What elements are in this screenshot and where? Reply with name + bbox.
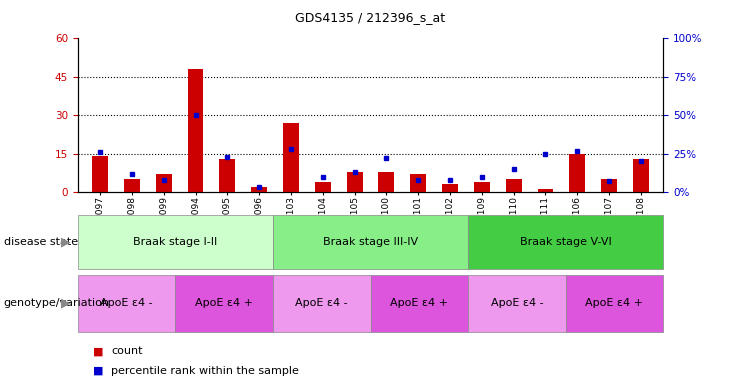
Bar [92,156,108,192]
Text: count: count [111,346,143,356]
Text: ApoE ε4 -: ApoE ε4 - [100,298,153,308]
Text: Braak stage I-II: Braak stage I-II [133,237,218,247]
Bar [283,123,299,192]
Bar [124,179,140,192]
Text: ApoE ε4 -: ApoE ε4 - [491,298,543,308]
Text: ■: ■ [93,346,103,356]
Bar [537,189,554,192]
Text: genotype/variation: genotype/variation [4,298,110,308]
Bar [505,179,522,192]
Bar [633,159,649,192]
Bar [442,184,458,192]
Bar [219,159,236,192]
Text: Braak stage III-IV: Braak stage III-IV [323,237,418,247]
Bar [411,174,426,192]
Text: ApoE ε4 +: ApoE ε4 + [195,298,253,308]
Text: ApoE ε4 +: ApoE ε4 + [391,298,448,308]
Text: disease state: disease state [4,237,78,247]
Text: ▶: ▶ [61,235,70,248]
Bar [569,154,585,192]
Text: ApoE ε4 -: ApoE ε4 - [296,298,348,308]
Bar [156,174,172,192]
Text: GDS4135 / 212396_s_at: GDS4135 / 212396_s_at [296,12,445,25]
Bar [601,179,617,192]
Bar [474,182,490,192]
Bar [379,172,394,192]
Bar [315,182,330,192]
Bar [347,172,362,192]
Bar [187,69,204,192]
Text: ■: ■ [93,366,103,376]
Text: Braak stage V-VI: Braak stage V-VI [519,237,611,247]
Text: percentile rank within the sample: percentile rank within the sample [111,366,299,376]
Bar [251,187,267,192]
Text: ApoE ε4 +: ApoE ε4 + [585,298,643,308]
Text: ▶: ▶ [61,297,70,310]
